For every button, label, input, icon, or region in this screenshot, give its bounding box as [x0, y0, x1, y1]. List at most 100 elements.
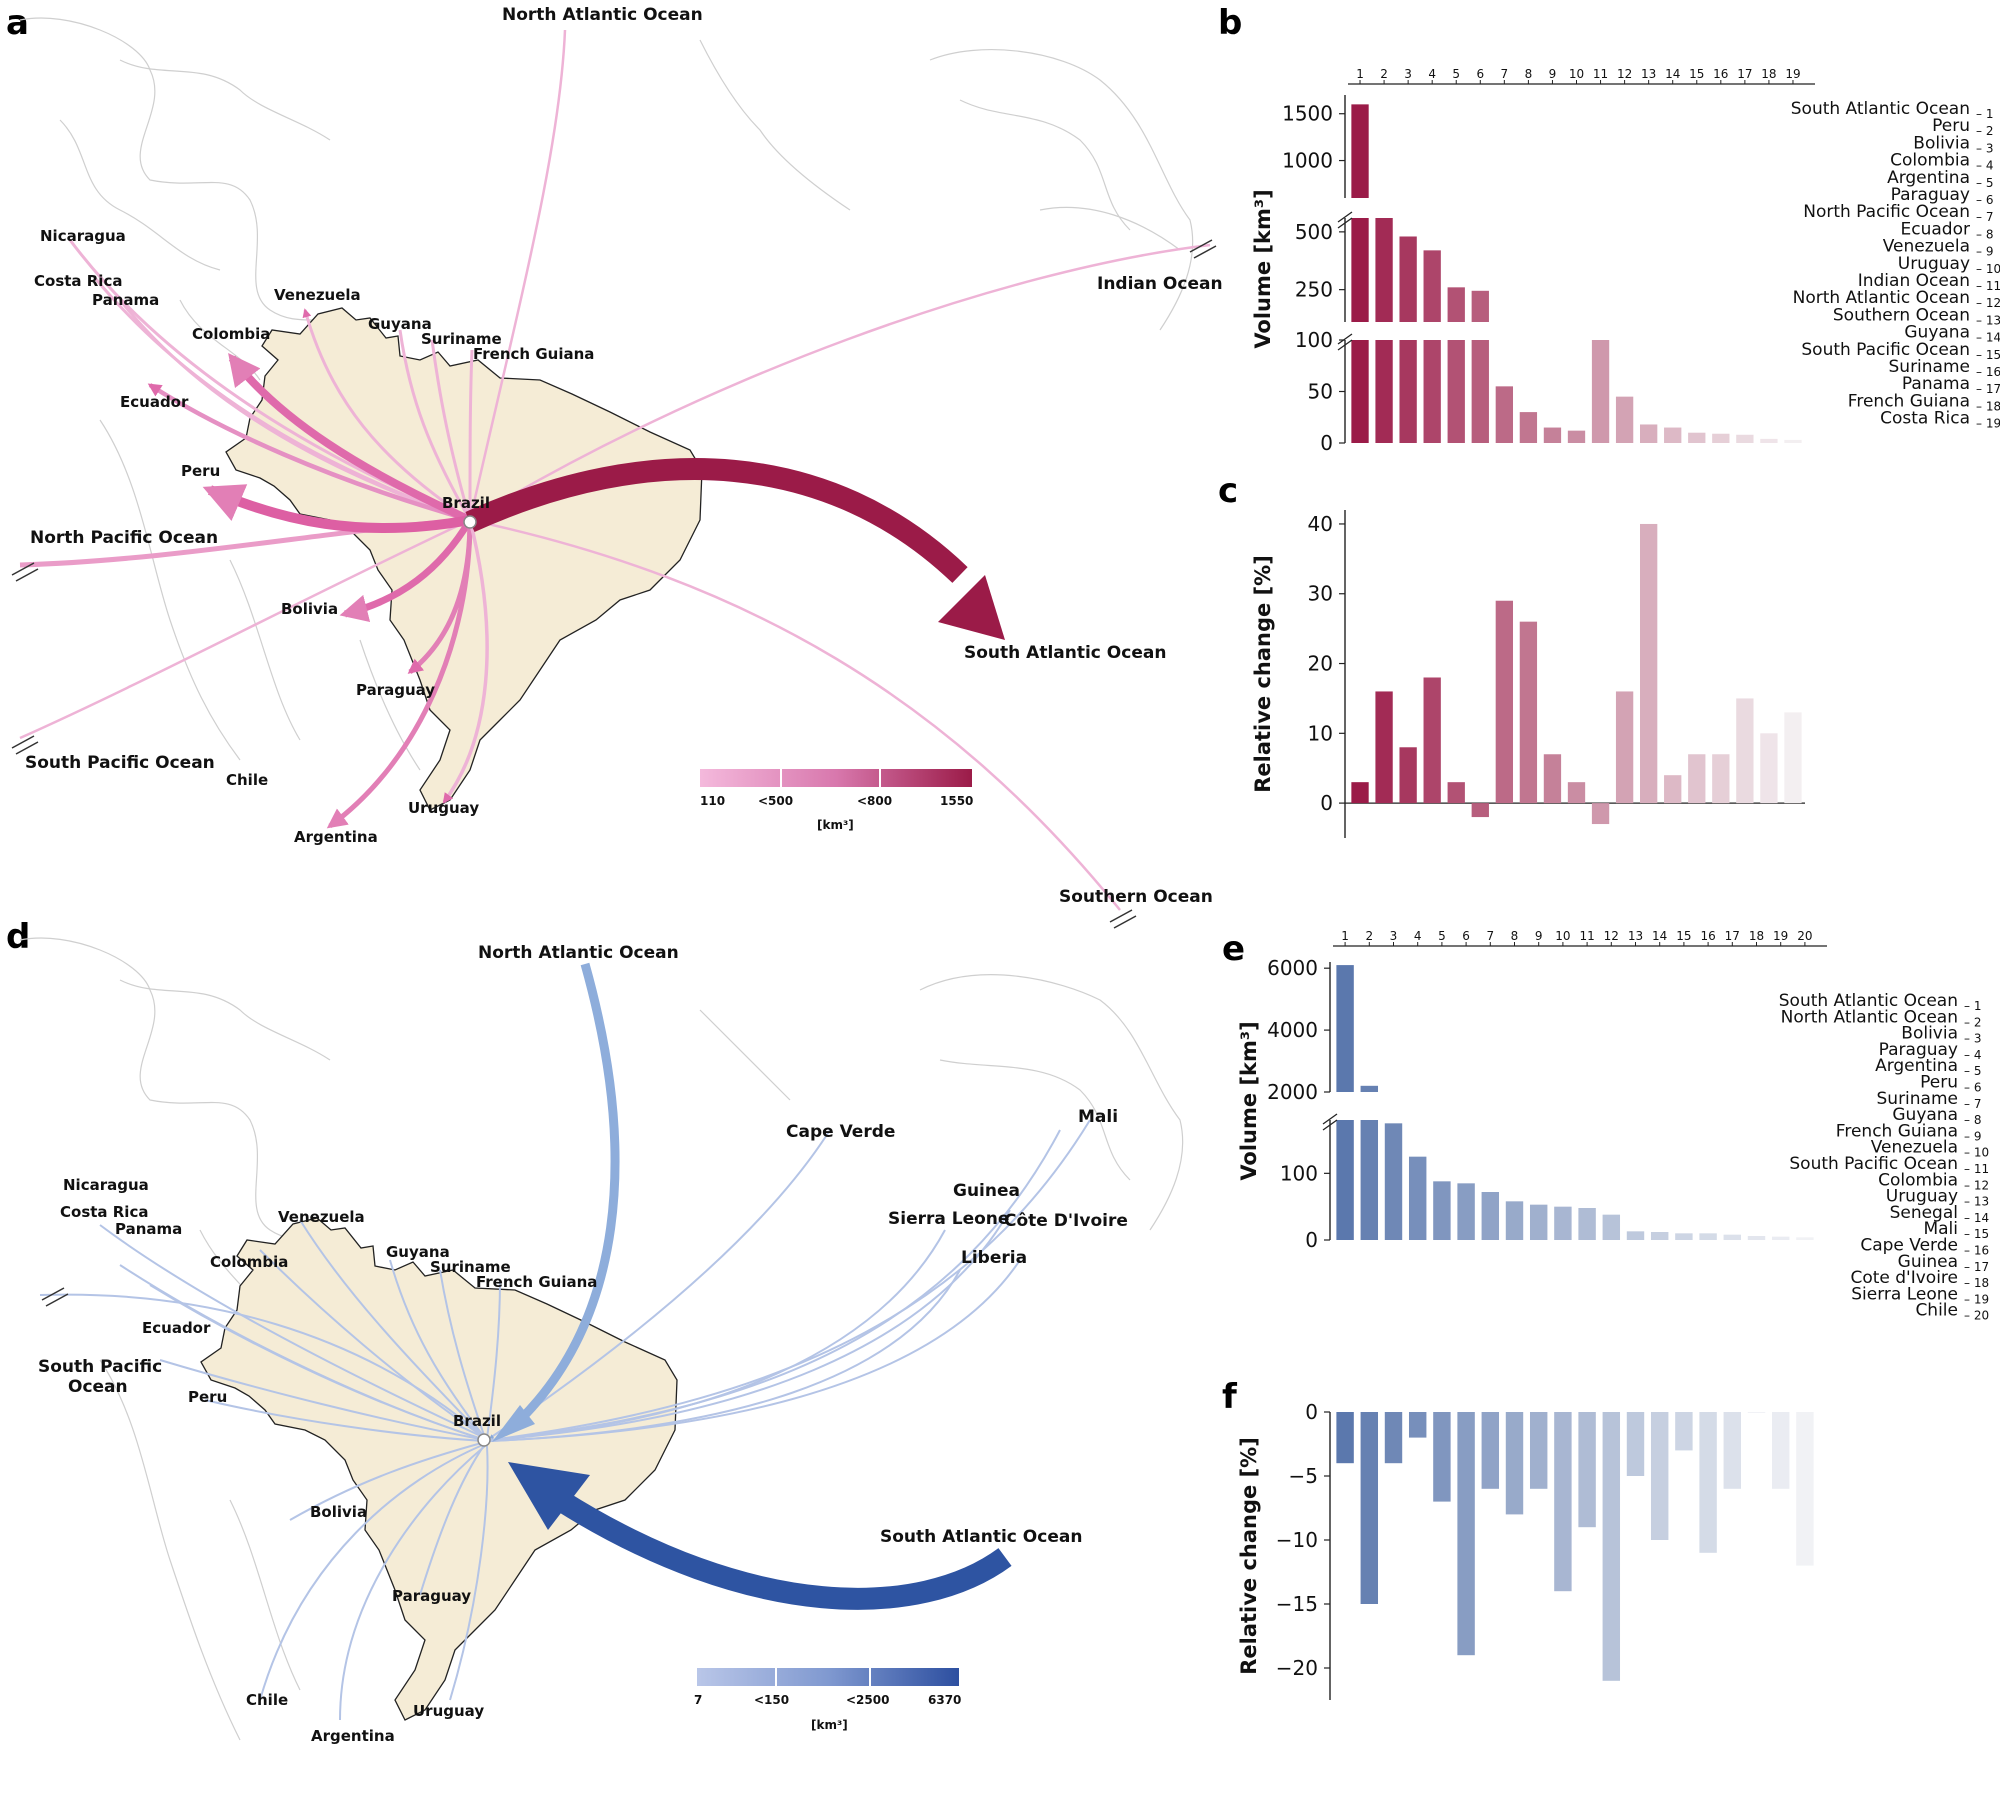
chart-b-bar-15-seg-2 — [1688, 432, 1706, 443]
chart-e-legend-num-7: – 7 — [1964, 1097, 1981, 1111]
chart-e-legend-num-1: – 1 — [1964, 999, 1981, 1013]
chart-e-bar-10-seg-1 — [1554, 1206, 1572, 1240]
flow-peru-d — [204, 1399, 486, 1442]
colorbar-export-tick-3: 1550 — [940, 794, 973, 808]
chart-e-legend-16: Cape Verde — [1860, 1236, 1958, 1256]
chart-e-legend-num-3: – 3 — [1964, 1032, 1981, 1046]
flow-lines-import — [39, 962, 1091, 1721]
chart-b-category-6: 6 — [1476, 67, 1484, 81]
flow-indian-a — [469, 243, 1211, 522]
chart-b-category-13: 13 — [1641, 67, 1656, 81]
chart-e-legend-8: Guyana — [1892, 1105, 1958, 1125]
flow-bolivia-d — [289, 1441, 486, 1521]
chart-b-category-11: 11 — [1593, 67, 1608, 81]
chart-f-bar-1 — [1336, 1412, 1354, 1464]
flow-north-atlantic-d-head — [492, 1405, 535, 1442]
chart-b-bar-2-seg-1 — [1375, 218, 1393, 322]
chart-e-category-4: 4 — [1414, 929, 1422, 943]
chart-c-bar-4 — [1423, 677, 1441, 804]
chart-f-bar-19 — [1771, 1412, 1790, 1489]
label-costa-rica-a: Costa Rica — [34, 272, 122, 290]
chart-c-bar-2 — [1375, 691, 1393, 804]
colorbar-import-tick-0: 7 — [694, 1693, 702, 1707]
label-french-guiana-d: French Guiana — [476, 1273, 597, 1291]
chart-f-bar-3 — [1384, 1412, 1403, 1464]
chart-b-legend-num-9: – 9 — [1976, 245, 1993, 259]
chart-b-bar-17-seg-2 — [1736, 434, 1754, 443]
flow-senegal-d — [489, 1129, 1061, 1441]
chart-c-bar-8 — [1519, 621, 1538, 804]
chart-b-category-3: 3 — [1404, 67, 1412, 81]
chart-b-category-9: 9 — [1549, 67, 1557, 81]
chart-b-legend-11: Indian Ocean — [1858, 271, 1970, 291]
chart-e-category-2: 2 — [1365, 929, 1373, 943]
label-north-atlantic-d: North Atlantic Ocean — [478, 943, 679, 963]
label-ecuador-d: Ecuador — [142, 1319, 211, 1337]
chart-c-export-change: 0 10 20 30 40 Relative change [%] — [1251, 510, 1805, 838]
chart-e-legend-num-8: – 8 — [1964, 1113, 1981, 1127]
flow-southern-a — [469, 518, 1121, 911]
label-north-atlantic-a: North Atlantic Ocean — [502, 5, 703, 25]
label-brazil-a: Brazil — [442, 494, 490, 512]
label-paraguay-d: Paraguay — [392, 1587, 471, 1605]
chart-e-legend-num-12: – 12 — [1964, 1178, 1989, 1192]
chart-e-legend-num-17: – 17 — [1964, 1260, 1989, 1274]
chart-e-legend-11: South Pacific Ocean — [1789, 1154, 1958, 1174]
chart-e-legend-num-9: – 9 — [1964, 1129, 1981, 1143]
flow-venezuela-a — [302, 308, 471, 522]
chart-b-legend-num-8: – 8 — [1976, 227, 1993, 241]
chart-f-bar-14 — [1650, 1412, 1669, 1540]
label-guyana-d: Guyana — [386, 1243, 450, 1261]
chart-b-bar-8-seg-2 — [1519, 412, 1538, 443]
chart-f-ytick-label: −20 — [1276, 1656, 1318, 1680]
chart-b-bar-16-seg-2 — [1712, 433, 1730, 443]
label-argentina-a: Argentina — [294, 828, 378, 846]
chart-e-legend-7: Suriname — [1877, 1089, 1959, 1109]
flow-uruguay-a — [442, 519, 489, 804]
chart-b-bar-4-seg-2 — [1423, 340, 1441, 443]
flow-south-pacific-a — [19, 518, 471, 740]
flow-south-atlantic-a — [465, 458, 968, 583]
colorbar-export-tick-1: <500 — [758, 794, 793, 808]
chart-c-bar-17 — [1736, 698, 1754, 804]
chart-b-bar-10-seg-2 — [1567, 430, 1586, 443]
colorbar-export-unit: [km³] — [817, 818, 854, 832]
chart-b-legend-10: Uruguay — [1898, 254, 1970, 274]
flow-north-atlantic-d — [516, 962, 620, 1424]
chart-b-category-8: 8 — [1525, 67, 1533, 81]
label-french-guiana-a: French Guiana — [473, 345, 594, 363]
panel-letter-f: f — [1222, 1377, 1238, 1417]
flow-colombia-d — [259, 1249, 486, 1439]
chart-b-legend-1: South Atlantic Ocean — [1791, 99, 1970, 119]
flow-venezuela-d — [299, 1219, 486, 1439]
chart-e-legend-4: Paraguay — [1879, 1040, 1958, 1060]
chart-f-ytick-label: −10 — [1276, 1528, 1318, 1552]
chart-b-ytick-label: 1500 — [1282, 102, 1333, 126]
label-panama-d: Panama — [115, 1220, 182, 1238]
chart-b-legend-num-14: – 14 — [1976, 331, 2000, 345]
chart-b-category-16: 16 — [1713, 67, 1728, 81]
chart-e-legend-num-11: – 11 — [1964, 1162, 1989, 1176]
chart-e-legend-num-19: – 19 — [1964, 1292, 1989, 1306]
chart-e-legend-num-13: – 13 — [1964, 1195, 1989, 1209]
chart-b-category-10: 10 — [1569, 67, 1584, 81]
chart-b-category-18: 18 — [1761, 67, 1776, 81]
chart-b-legend-8: Ecuador — [1901, 219, 1970, 239]
flow-bolivia-a — [339, 518, 474, 623]
chart-c-bar-14 — [1664, 775, 1682, 804]
chart-c-bar-19 — [1784, 712, 1802, 804]
chart-b-bar-11-seg-2 — [1591, 340, 1610, 443]
chart-e-legend-num-14: – 14 — [1964, 1211, 1989, 1225]
chart-e-category-5: 5 — [1438, 929, 1446, 943]
chart-b-category-15: 15 — [1689, 67, 1704, 81]
flow-guinea-d — [489, 1209, 1011, 1441]
label-mali-d: Mali — [1078, 1107, 1118, 1127]
chart-b-legend-num-11: – 11 — [1976, 279, 2000, 293]
chart-e-legend-num-20: – 20 — [1964, 1309, 1989, 1323]
chart-b-ytick-label: 500 — [1295, 220, 1333, 244]
chart-c-bar-11 — [1591, 803, 1610, 825]
chart-b-legend-4: Colombia — [1890, 151, 1970, 171]
chart-e-legend-13: Uruguay — [1886, 1187, 1958, 1207]
chart-e-category-7: 7 — [1486, 929, 1494, 943]
